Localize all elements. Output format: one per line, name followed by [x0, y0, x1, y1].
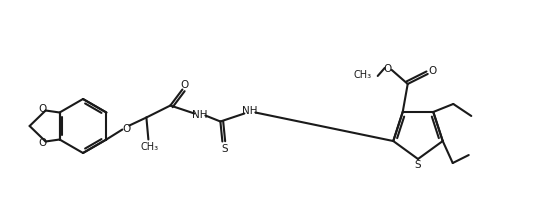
Text: O: O — [38, 138, 47, 148]
Text: CH₃: CH₃ — [140, 141, 158, 152]
Text: O: O — [429, 66, 437, 76]
Text: CH₃: CH₃ — [354, 70, 372, 80]
Text: S: S — [415, 160, 421, 170]
Text: O: O — [384, 64, 392, 74]
Text: NH: NH — [192, 110, 207, 120]
Text: O: O — [122, 124, 131, 134]
Text: NH: NH — [242, 106, 257, 116]
Text: O: O — [180, 80, 189, 89]
Text: O: O — [38, 105, 47, 114]
Text: S: S — [221, 144, 228, 153]
